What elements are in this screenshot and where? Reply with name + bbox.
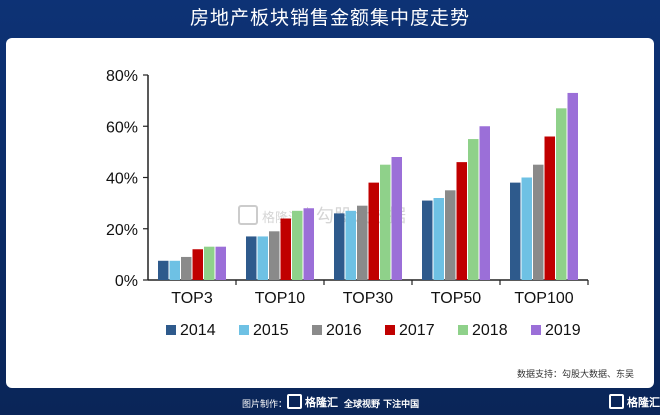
bar-2019-top10 xyxy=(303,208,314,280)
bar-2017-top10 xyxy=(280,218,291,280)
bar-2019-top50 xyxy=(479,126,490,280)
footer-right-logo: 格隆汇 xyxy=(609,394,660,410)
bar-2015-top3 xyxy=(169,260,180,280)
footer-logo-icon xyxy=(287,394,302,409)
bar-2017-top30 xyxy=(368,182,379,280)
legend-label-2019: 2019 xyxy=(545,322,581,339)
legend-swatch-2016 xyxy=(312,325,322,335)
page-title: 房地产板块销售金额集中度走势 xyxy=(189,7,470,29)
legend-swatch-2017 xyxy=(385,325,395,335)
bar-2018-top10 xyxy=(292,210,303,280)
bar-2019-top3 xyxy=(215,246,226,280)
bar-2016-top30 xyxy=(357,205,368,280)
footer-made-by: 图片制作： xyxy=(242,400,288,410)
legend-label-2016: 2016 xyxy=(326,322,362,339)
legend-swatch-2015 xyxy=(239,325,249,335)
x-tick-label: TOP30 xyxy=(343,290,394,307)
footer-slogan: 全球视野 下注中国 xyxy=(344,400,420,410)
bar-2014-top3 xyxy=(158,260,169,280)
y-tick-label: 20% xyxy=(106,222,138,239)
bar-2015-top10 xyxy=(257,236,268,280)
bar-2015-top50 xyxy=(433,198,444,280)
footer-brand-logo: 格隆汇 xyxy=(287,394,338,410)
bar-chart: 0% 20% 40% 60% 80% TOP3 TOP10 TOP30 TOP50 TOP100 2… xyxy=(106,68,589,339)
bar-2016-top3 xyxy=(181,256,192,280)
bar-2017-top50 xyxy=(456,162,467,280)
bar-2018-top3 xyxy=(204,246,215,280)
watermark-logo-icon xyxy=(238,205,258,225)
bar-2017-top100 xyxy=(544,136,555,280)
bar-2018-top50 xyxy=(468,139,479,280)
footer-right-logo-icon xyxy=(609,394,624,409)
bar-2015-top100 xyxy=(521,177,532,280)
x-tick-label: TOP50 xyxy=(431,290,482,307)
footer: 图片制作： 格隆汇 全球视野 下注中国 格隆汇 xyxy=(0,390,660,415)
bar-2019-top100 xyxy=(567,92,578,280)
x-tick-label: TOP100 xyxy=(514,290,573,307)
source-note: 数据支持：勾股大数据、东吴 xyxy=(516,370,634,380)
x-tick-label: TOP10 xyxy=(255,290,306,307)
bar-2014-top10 xyxy=(246,236,257,280)
bar-2018-top30 xyxy=(380,164,391,280)
y-tick-label: 80% xyxy=(106,68,138,85)
legend-label-2015: 2015 xyxy=(253,322,289,339)
legend-label-2018: 2018 xyxy=(472,322,508,339)
y-tick-label: 60% xyxy=(106,119,138,136)
bar-2016-top50 xyxy=(445,190,456,280)
x-tick-label: TOP3 xyxy=(171,290,213,307)
bar-2016-top100 xyxy=(533,164,544,280)
legend-label-2014: 2014 xyxy=(180,322,216,339)
bar-2014-top50 xyxy=(422,200,433,280)
bar-2017-top3 xyxy=(192,249,203,280)
bar-2015-top30 xyxy=(345,210,356,280)
legend-label-2017: 2017 xyxy=(399,322,435,339)
legend-swatch-2018 xyxy=(458,325,468,335)
bar-2016-top10 xyxy=(269,231,280,280)
bar-2019-top30 xyxy=(391,157,402,280)
legend-swatch-2014 xyxy=(166,325,176,335)
y-tick-label: 40% xyxy=(106,171,138,188)
footer-brand: 格隆汇 xyxy=(305,396,338,409)
bar-2014-top30 xyxy=(334,213,345,280)
legend-swatch-2019 xyxy=(531,325,541,335)
chart-panel: 格隆汇勾股大数据 0%20%40%60%80%TOP3TOP10TOP30TOP… xyxy=(6,38,654,388)
bar-2018-top100 xyxy=(556,108,567,280)
y-tick-label: 0% xyxy=(115,273,138,290)
bar-2014-top100 xyxy=(510,182,521,280)
footer-right-brand: 格隆汇 xyxy=(627,396,660,409)
